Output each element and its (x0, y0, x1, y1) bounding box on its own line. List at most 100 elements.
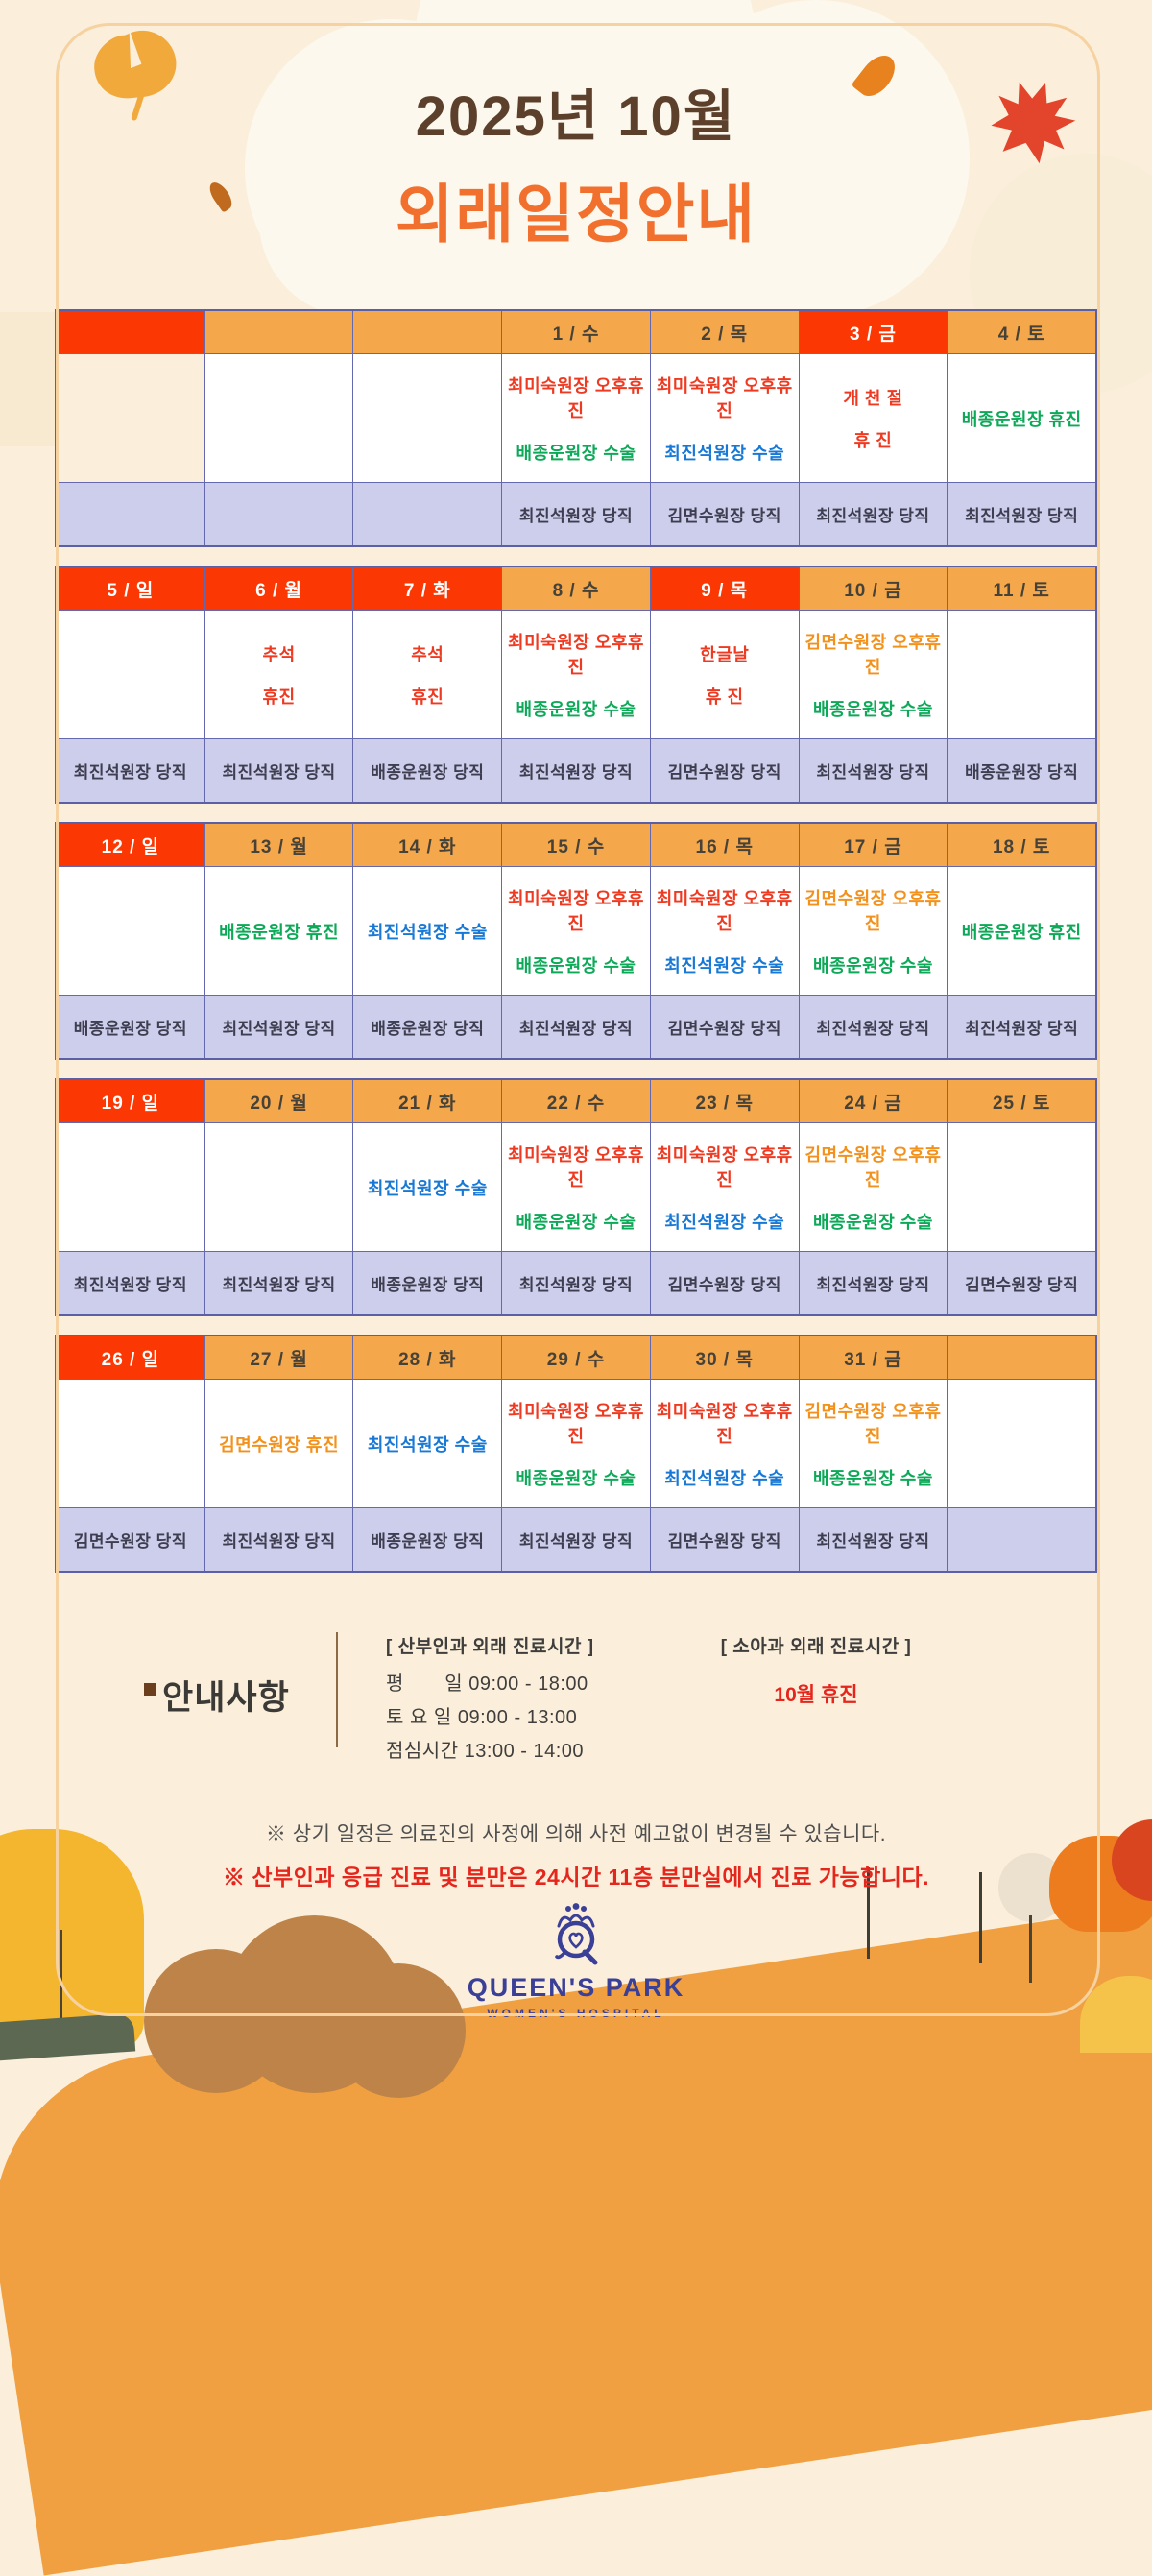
schedule-entry: 추석 (411, 644, 444, 664)
schedule-entry: 김면수원장 오후휴진 (804, 1144, 942, 1190)
schedule-entry: 김면수원장 오후휴진 (804, 1401, 942, 1446)
day-cell: 최미숙원장 오후휴진 최진석원장 수술 (649, 866, 799, 995)
day-header: 28 / 화 (352, 1336, 502, 1379)
day-header: 16 / 목 (649, 824, 799, 866)
week-header-row: 26 / 일 27 / 월 28 / 화 29 / 수 30 / 목 31 / 금 (57, 1336, 1096, 1379)
notice-heading: 안내사항 (144, 1671, 290, 1720)
day-header: 2 / 목 (649, 311, 799, 353)
schedule-entry: 최진석원장 수술 (367, 1178, 488, 1198)
duty-cell: 배종운원장 당직 (947, 738, 1096, 802)
ob-hours-row: 점심시간 13:00 - 14:00 (386, 1741, 585, 1762)
duty-cell: 김면수원장 당직 (649, 1507, 799, 1571)
emergency-note: ※ 산부인과 응급 진료 및 분만은 24시간 11층 분만실에서 진료 가능합… (222, 1865, 929, 1890)
duty-cell: 최진석원장 당직 (57, 1251, 204, 1314)
schedule-entry: 배종운원장 휴진 (961, 409, 1082, 429)
day-cell: 최미숙원장 오후휴진 배종운원장 수술 (501, 1122, 650, 1251)
tree-trunk (867, 1867, 870, 1959)
day-header: 30 / 목 (649, 1336, 799, 1379)
duty-cell: 배종운원장 당직 (352, 995, 502, 1058)
cloud-shape (259, 125, 902, 317)
day-cell: 최미숙원장 오후휴진 최진석원장 수술 (649, 1379, 799, 1507)
schedule-entry: 최진석원장 수술 (664, 443, 785, 463)
schedule-entry: 최미숙원장 오후휴진 (508, 632, 644, 677)
schedule-change-note: ※ 상기 일정은 의료진의 사정에 의해 사전 예고없이 변경될 수 있습니다. (265, 1823, 887, 1845)
week-table: 26 / 일 27 / 월 28 / 화 29 / 수 30 / 목 31 / 금 김면수원… (55, 1335, 1097, 1573)
ob-hours-header: [ 산부인과 외래 진료시간 ] (386, 1637, 594, 1657)
day-cell: 최진석원장 수술 (352, 1122, 502, 1251)
schedule-entry: 최진석원장 수술 (367, 1434, 488, 1455)
week-duty-row: 최진석원장 당직 최진석원장 당직 배종운원장 당직 최진석원장 당직 김면수원장 당직… (57, 1251, 1096, 1314)
day-header: 29 / 수 (501, 1336, 650, 1379)
day-cell (947, 610, 1096, 738)
day-cell: 최미숙원장 오후휴진 배종운원장 수술 (501, 353, 650, 482)
schedule-entry: 휴 진 (853, 430, 893, 450)
day-header: 11 / 토 (947, 567, 1096, 610)
week-duty-row: 최진석원장 당직 김면수원장 당직 최진석원장 당직 최진석원장 당직 (57, 482, 1096, 545)
schedule-entry: 배종운원장 수술 (812, 699, 933, 719)
schedule-entry: 배종운원장 수술 (516, 1212, 636, 1232)
schedule-entry: 배종운원장 수술 (516, 955, 636, 975)
duty-cell: 최진석원장 당직 (947, 482, 1096, 545)
duty-cell: 배종운원장 당직 (57, 995, 204, 1058)
duty-cell (57, 482, 204, 545)
schedule-entry: 배종운원장 수술 (812, 1212, 933, 1232)
schedule-entry: 휴 진 (705, 686, 744, 707)
day-header: 15 / 수 (501, 824, 650, 866)
day-cell: 최미숙원장 오후휴진 최진석원장 수술 (649, 353, 799, 482)
week-content-row: 최미숙원장 오후휴진 배종운원장 수술 최미숙원장 오후휴진 최진석원장 수술 개 천 … (57, 353, 1096, 482)
duty-cell: 최진석원장 당직 (501, 738, 650, 802)
week-content-row: 김면수원장 휴진 최진석원장 수술 최미숙원장 오후휴진 배종운원장 수술 최미숙원장 … (57, 1379, 1096, 1507)
duty-cell: 최진석원장 당직 (57, 738, 204, 802)
duty-cell (204, 482, 353, 545)
day-header: 26 / 일 (57, 1336, 204, 1379)
schedule-entry: 배종운원장 수술 (516, 699, 636, 719)
ped-hours-status: 10월 휴진 (774, 1684, 858, 1706)
day-header (947, 1336, 1096, 1379)
day-header: 9 / 목 (649, 567, 799, 610)
tree-trunk (1029, 1915, 1032, 1983)
day-header: 27 / 월 (204, 1336, 353, 1379)
schedule-entry: 배종운원장 휴진 (961, 922, 1082, 942)
day-cell: 김면수원장 오후휴진 배종운원장 수술 (798, 1379, 948, 1507)
duty-cell (352, 482, 502, 545)
day-cell (57, 866, 204, 995)
schedule-entry: 배종운원장 수술 (516, 443, 636, 463)
week-table: 19 / 일 20 / 월 21 / 화 22 / 수 23 / 목 24 / 금 25 /… (55, 1078, 1097, 1316)
day-header (352, 311, 502, 353)
schedule-entry: 추석 (262, 644, 296, 664)
day-cell (57, 1379, 204, 1507)
day-header: 13 / 월 (204, 824, 353, 866)
day-header: 12 / 일 (57, 824, 204, 866)
schedule-entry: 휴진 (411, 686, 444, 707)
day-cell: 배종운원장 휴진 (204, 866, 353, 995)
footer-notes: ※ 상기 일정은 의료진의 사정에 의해 사전 예고없이 변경될 수 있습니다.… (29, 1818, 1123, 1891)
ob-hours-row: 평 일 09:00 - 18:00 (386, 1673, 588, 1695)
week-content-row: 최진석원장 수술 최미숙원장 오후휴진 배종운원장 수술 최미숙원장 오후휴진 최진석원… (57, 1122, 1096, 1251)
schedule-entry: 최진석원장 수술 (664, 955, 785, 975)
day-cell: 김면수원장 휴진 (204, 1379, 353, 1507)
schedule-entry: 최미숙원장 오후휴진 (508, 1401, 644, 1446)
day-cell: 최진석원장 수술 (352, 1379, 502, 1507)
duty-cell: 최진석원장 당직 (798, 1251, 948, 1314)
duty-cell: 김면수원장 당직 (649, 1251, 799, 1314)
ob-hours-block: [ 산부인과 외래 진료시간 ] 평 일 09:00 - 18:00 토 요 일… (386, 1632, 594, 1769)
duty-cell: 최진석원장 당직 (798, 1507, 948, 1571)
duty-cell: 최진석원장 당직 (947, 995, 1096, 1058)
tree-trunk (979, 1872, 982, 1963)
day-header: 21 / 화 (352, 1080, 502, 1122)
day-cell (204, 353, 353, 482)
duty-cell: 최진석원장 당직 (798, 482, 948, 545)
day-header: 20 / 월 (204, 1080, 353, 1122)
schedule-entry: 휴진 (262, 686, 296, 707)
day-header: 25 / 토 (947, 1080, 1096, 1122)
schedule-entry: 배종운원장 수술 (812, 955, 933, 975)
day-header (57, 311, 204, 353)
title-month: 2025년 10월 (415, 85, 737, 148)
